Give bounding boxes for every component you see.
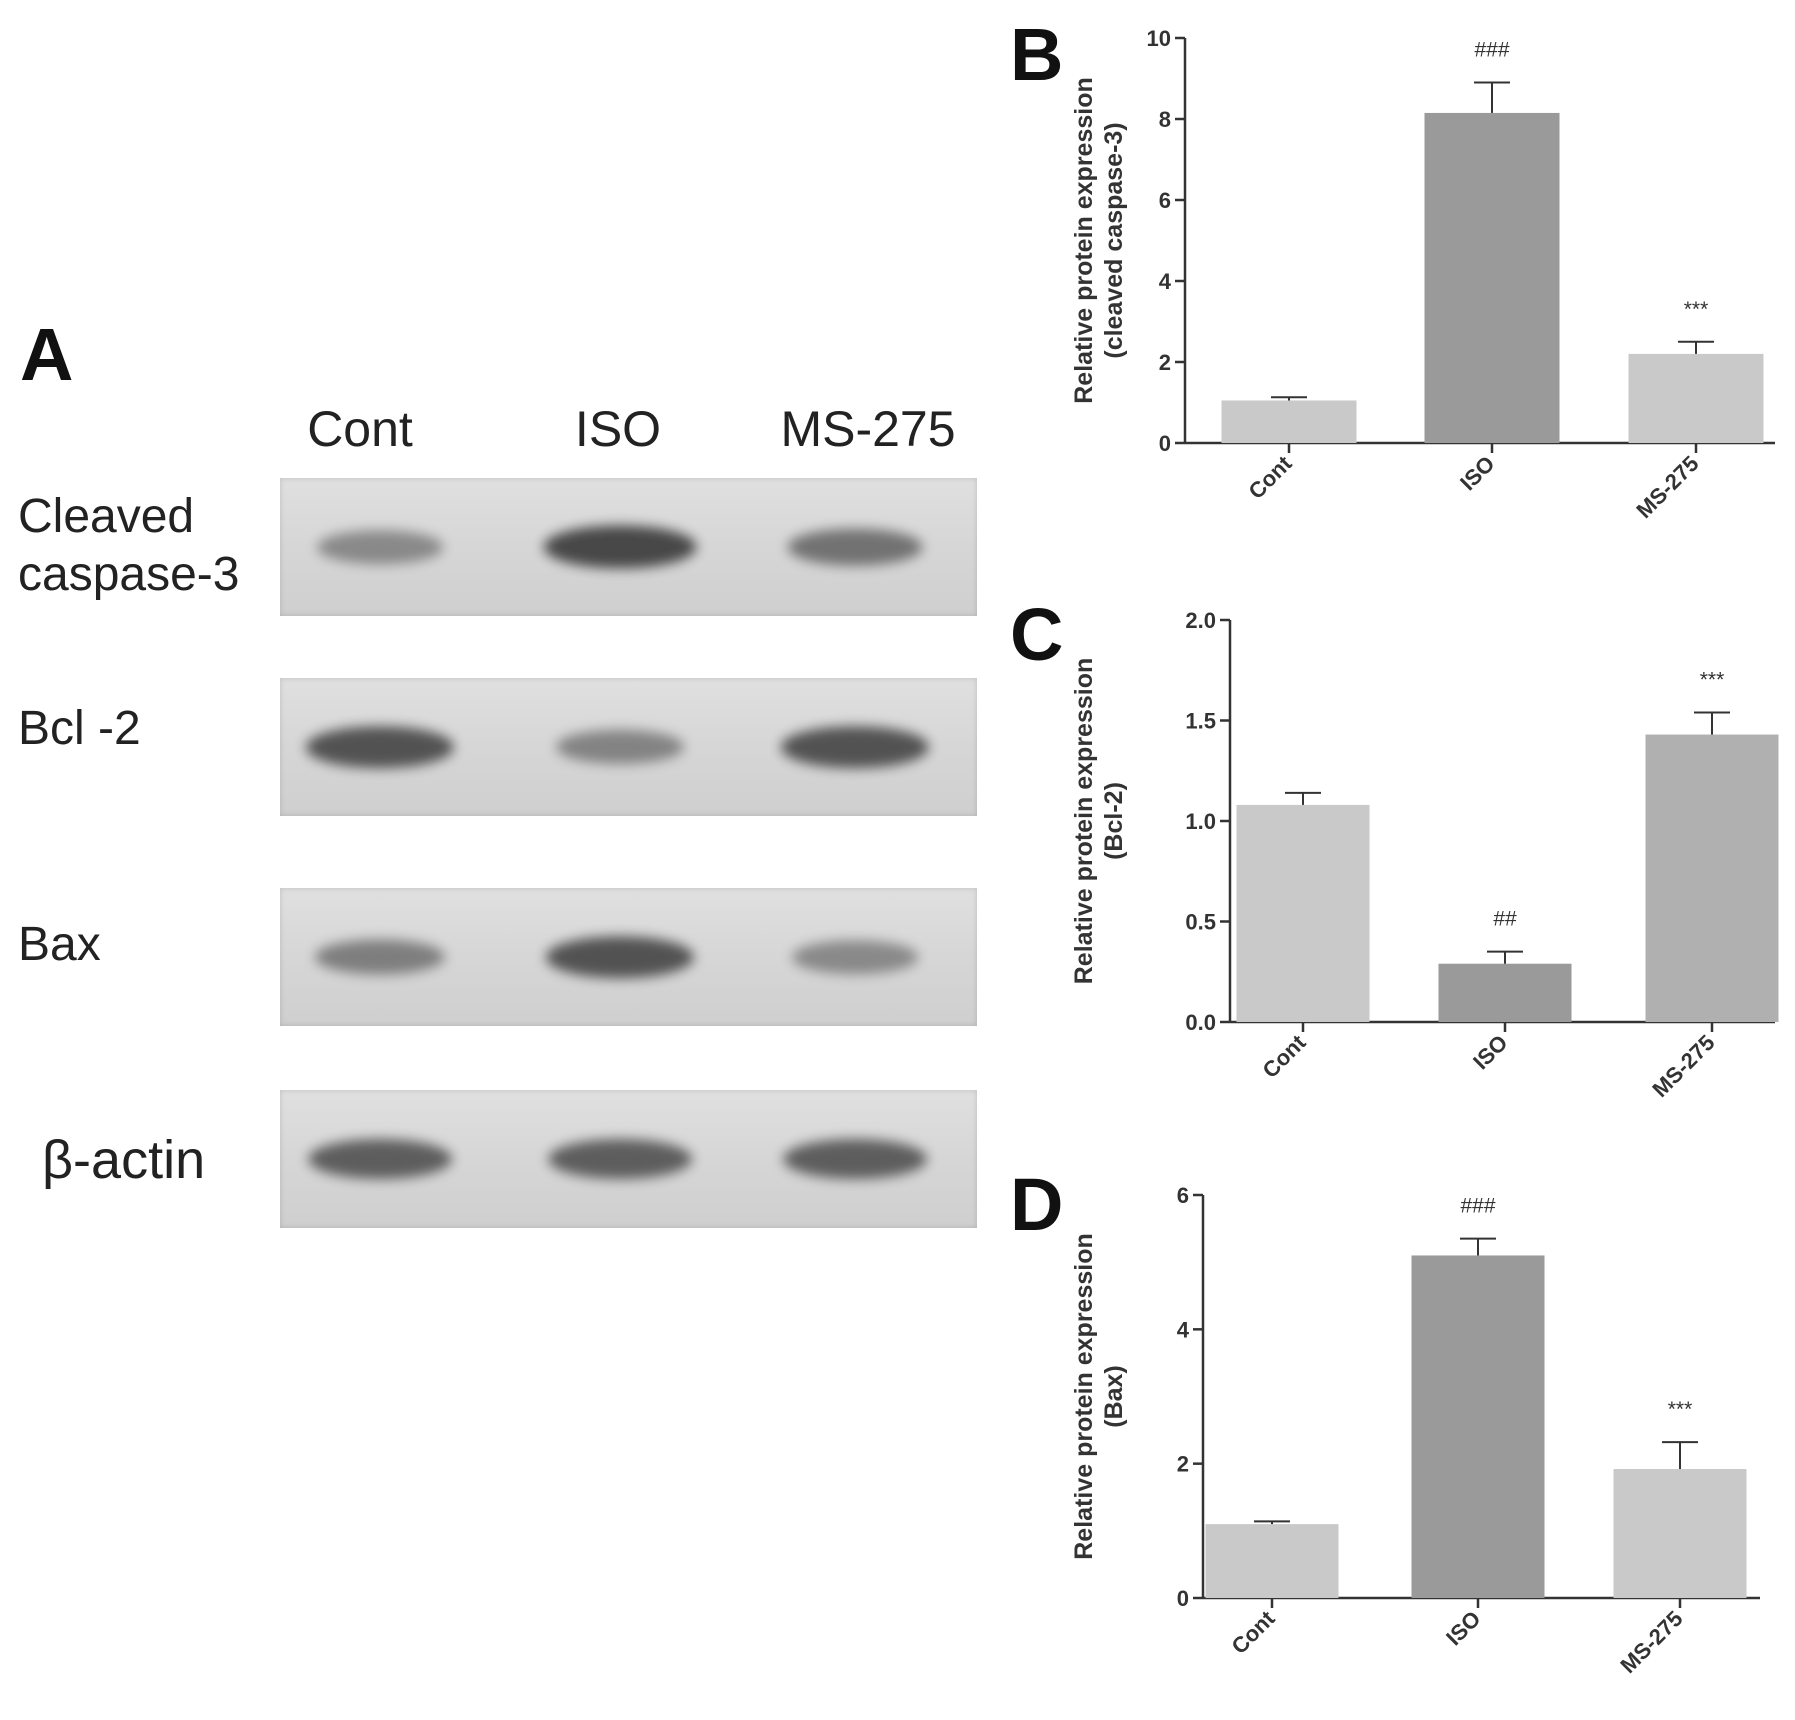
bar xyxy=(1613,1469,1747,1598)
bar xyxy=(1411,1255,1545,1598)
blot-band xyxy=(548,1139,692,1179)
y-tick-label: 2 xyxy=(1159,350,1171,375)
x-category-label: MS-275 xyxy=(1647,1030,1719,1102)
protein-label-cleaved-caspase3: Cleaved caspase-3 xyxy=(18,490,240,601)
x-category-label: Cont xyxy=(1226,1605,1280,1659)
y-tick-label: 6 xyxy=(1177,1183,1189,1208)
bar xyxy=(1438,963,1572,1022)
y-tick-label: 6 xyxy=(1159,188,1171,213)
blot-strip-bax xyxy=(280,888,977,1026)
panel-letter-d: D xyxy=(1010,1163,1064,1246)
y-axis-title: Relative protein expression xyxy=(1070,77,1098,404)
protein-label-bcl2: Bcl -2 xyxy=(18,702,141,755)
x-category-label: ISO xyxy=(1441,1606,1485,1650)
blot-band xyxy=(545,936,695,978)
blot-band xyxy=(543,525,697,569)
y-tick-label: 0.0 xyxy=(1185,1010,1216,1035)
lane-label-cont: Cont xyxy=(307,401,413,457)
western-blot-panel: A Cont ISO MS-275 Cleaved caspase-3 Bcl … xyxy=(18,313,977,1228)
x-category-label: Cont xyxy=(1257,1029,1311,1083)
y-tick-label: 2 xyxy=(1177,1452,1189,1477)
bar xyxy=(1221,400,1357,443)
bar xyxy=(1205,1524,1339,1598)
x-category-label: MS-275 xyxy=(1631,451,1703,523)
protein-label-bax: Bax xyxy=(18,918,101,971)
x-category-label: ISO xyxy=(1455,451,1499,495)
blot-band xyxy=(792,940,918,974)
y-axis-subtitle: (cleaved caspase-3) xyxy=(1100,122,1128,358)
blot-band xyxy=(305,726,455,768)
panel-letter-c: C xyxy=(1010,593,1064,676)
significance-label: *** xyxy=(1700,668,1725,691)
panel-letter-a: A xyxy=(20,313,74,396)
significance-label: *** xyxy=(1684,298,1709,321)
bar xyxy=(1236,804,1370,1022)
bar xyxy=(1645,734,1779,1022)
bar-chart-bax: Relative protein expression (Bax) 0 2 4 6 Cont… xyxy=(1070,1183,1760,1678)
bar xyxy=(1628,353,1764,443)
y-axis-subtitle: (Bax) xyxy=(1100,1365,1128,1428)
x-category-label: MS-275 xyxy=(1615,1606,1687,1678)
y-tick-label: 1.0 xyxy=(1185,809,1216,834)
y-tick-label: 1.5 xyxy=(1185,709,1216,734)
y-tick-label: 0.5 xyxy=(1185,910,1216,935)
blot-band xyxy=(317,530,443,564)
significance-label: ## xyxy=(1493,908,1517,931)
y-tick-label: 2.0 xyxy=(1185,608,1216,633)
y-tick-label: 10 xyxy=(1147,26,1171,51)
protein-label-beta-actin: β-actin xyxy=(42,1130,206,1190)
y-tick-label: 4 xyxy=(1159,269,1172,294)
blot-band xyxy=(787,528,923,566)
y-axis-title: Relative protein expression xyxy=(1070,1233,1098,1560)
y-tick-label: 0 xyxy=(1177,1586,1189,1611)
blot-strip-cleaved-caspase3 xyxy=(280,478,977,616)
bar xyxy=(1424,112,1560,444)
x-category-label: Cont xyxy=(1243,450,1297,504)
significance-label: *** xyxy=(1668,1398,1693,1421)
blot-band xyxy=(314,939,446,975)
y-axis-subtitle: (Bcl-2) xyxy=(1100,782,1128,860)
significance-label: ### xyxy=(1460,1195,1495,1218)
bar-chart-cleaved-caspase3: Relative protein expression (cleaved casp… xyxy=(1070,26,1775,523)
x-category-label: ISO xyxy=(1468,1030,1512,1074)
blot-strip-beta-actin xyxy=(280,1090,977,1228)
significance-label: ### xyxy=(1474,39,1509,62)
blot-band xyxy=(556,729,684,765)
blot-band xyxy=(308,1139,452,1179)
blot-band xyxy=(783,1139,927,1179)
bar-chart-bcl2: Relative protein expression (Bcl-2) 0.0 0.5… xyxy=(1070,608,1779,1102)
blot-band xyxy=(780,726,930,768)
y-tick-label: 0 xyxy=(1159,431,1171,456)
y-tick-label: 8 xyxy=(1159,107,1171,132)
y-tick-label: 4 xyxy=(1177,1317,1190,1342)
panel-letter-b: B xyxy=(1010,13,1064,96)
lane-label-iso: ISO xyxy=(574,401,662,457)
blot-strip-bcl2 xyxy=(280,678,977,816)
y-axis-title: Relative protein expression xyxy=(1070,658,1098,985)
lane-label-ms275: MS-275 xyxy=(780,401,956,457)
